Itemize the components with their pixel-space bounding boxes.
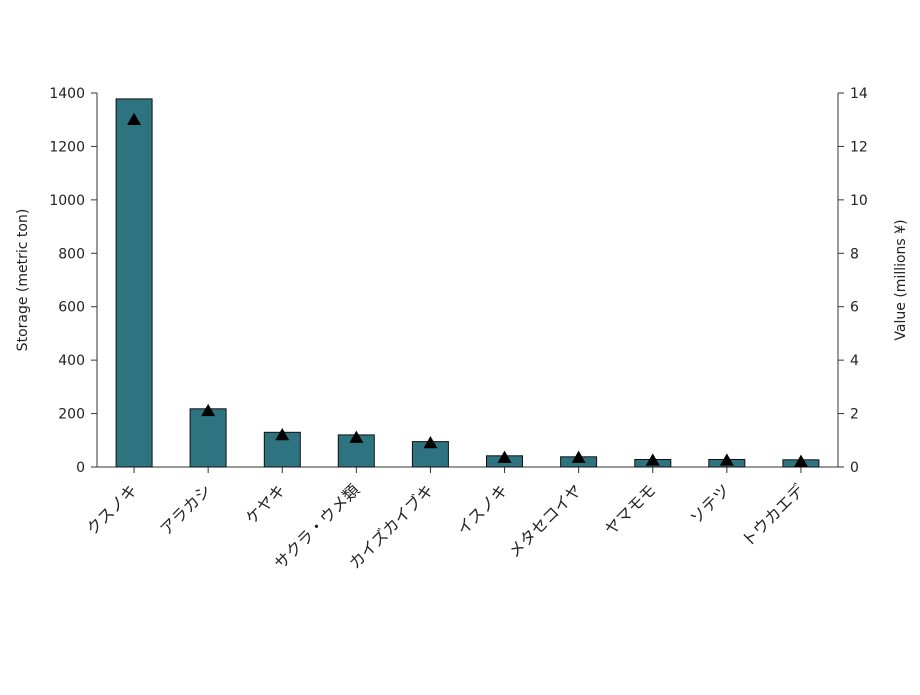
marker-1 bbox=[201, 403, 216, 417]
left-axis-title: Storage (metric ton) bbox=[15, 209, 31, 352]
left-tick-label-6: 1200 bbox=[49, 139, 85, 155]
right-tick-label-1: 2 bbox=[850, 407, 859, 423]
category-label-1: アラカシ bbox=[156, 480, 215, 539]
right-tick-label-6: 12 bbox=[850, 139, 868, 155]
right-tick-label-5: 10 bbox=[850, 193, 868, 209]
right-tick-label-0: 0 bbox=[850, 460, 859, 476]
marker-0 bbox=[127, 112, 142, 125]
category-label-0: クスノキ bbox=[83, 480, 141, 538]
category-label-7: ヤマモモ bbox=[601, 480, 660, 539]
right-tick-label-2: 4 bbox=[850, 353, 859, 369]
category-label-5: イスノキ bbox=[453, 480, 511, 538]
right-tick-label-3: 6 bbox=[850, 300, 859, 316]
category-label-2: ケヤキ bbox=[242, 480, 289, 527]
marker-3 bbox=[349, 430, 364, 443]
right-tick-label-4: 8 bbox=[850, 246, 859, 262]
right-axis-title: Value (millions ¥) bbox=[893, 219, 909, 340]
marker-7 bbox=[645, 453, 660, 466]
left-tick-label-5: 1000 bbox=[49, 193, 85, 209]
left-tick-label-0: 0 bbox=[76, 460, 85, 476]
marker-6 bbox=[571, 450, 586, 463]
value-markers bbox=[127, 112, 808, 467]
left-tick-label-1: 200 bbox=[58, 407, 85, 423]
left-tick-label-3: 600 bbox=[58, 300, 85, 316]
bar-0 bbox=[115, 98, 153, 468]
marker-9 bbox=[793, 454, 808, 467]
bar-1 bbox=[189, 408, 227, 468]
bars bbox=[115, 98, 820, 468]
left-tick-label-2: 400 bbox=[58, 353, 85, 369]
marker-8 bbox=[719, 453, 734, 466]
category-label-9: トウカエデ bbox=[738, 480, 808, 550]
marker-2 bbox=[275, 427, 290, 441]
category-label-8: ソテツ bbox=[686, 480, 733, 527]
marker-5 bbox=[497, 450, 512, 463]
marker-4 bbox=[423, 435, 438, 449]
left-tick-label-7: 1400 bbox=[49, 86, 85, 102]
category-label-6: メタセコイヤ bbox=[504, 480, 585, 561]
left-tick-label-4: 800 bbox=[58, 246, 85, 262]
right-tick-label-7: 14 bbox=[850, 86, 868, 102]
